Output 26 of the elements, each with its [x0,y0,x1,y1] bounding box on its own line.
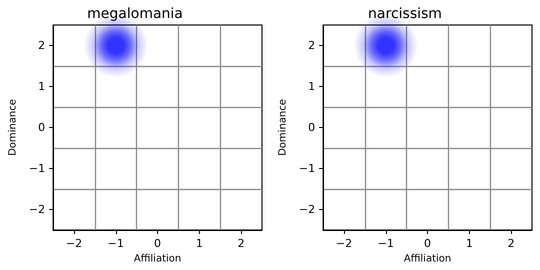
chart-title: narcissism [368,6,442,22]
chart-title: megalomania [87,6,183,22]
x-axis-title: Affiliation [404,253,452,264]
y-tick-label: −1 [298,162,316,175]
x-tick-label: −2 [336,237,352,250]
y-tick-label: 2 [38,39,46,52]
y-tick-label: −2 [298,203,316,216]
y-tick-label: 0 [38,121,46,134]
y-axis-title: Dominance [8,99,18,156]
y-tick-label: 2 [308,39,316,52]
y-tick-label: 0 [308,121,316,134]
x-tick-label: 1 [466,237,473,250]
x-tick-label: 0 [424,237,432,250]
x-tick-label: 1 [196,237,203,250]
x-tick-label: 2 [508,237,515,250]
x-tick-label: 2 [238,237,245,250]
x-tick-label: −1 [108,237,124,250]
x-tick-label: −1 [378,237,394,250]
x-axis-title: Affiliation [134,253,182,264]
x-tick-label: −2 [66,237,82,250]
x-tick-label: 0 [154,237,162,250]
y-tick-label: −2 [28,203,46,216]
y-tick-label: −1 [28,162,46,175]
y-tick-label: 1 [38,80,46,93]
y-tick-label: 1 [308,80,316,93]
y-axis-title: Dominance [278,99,288,156]
